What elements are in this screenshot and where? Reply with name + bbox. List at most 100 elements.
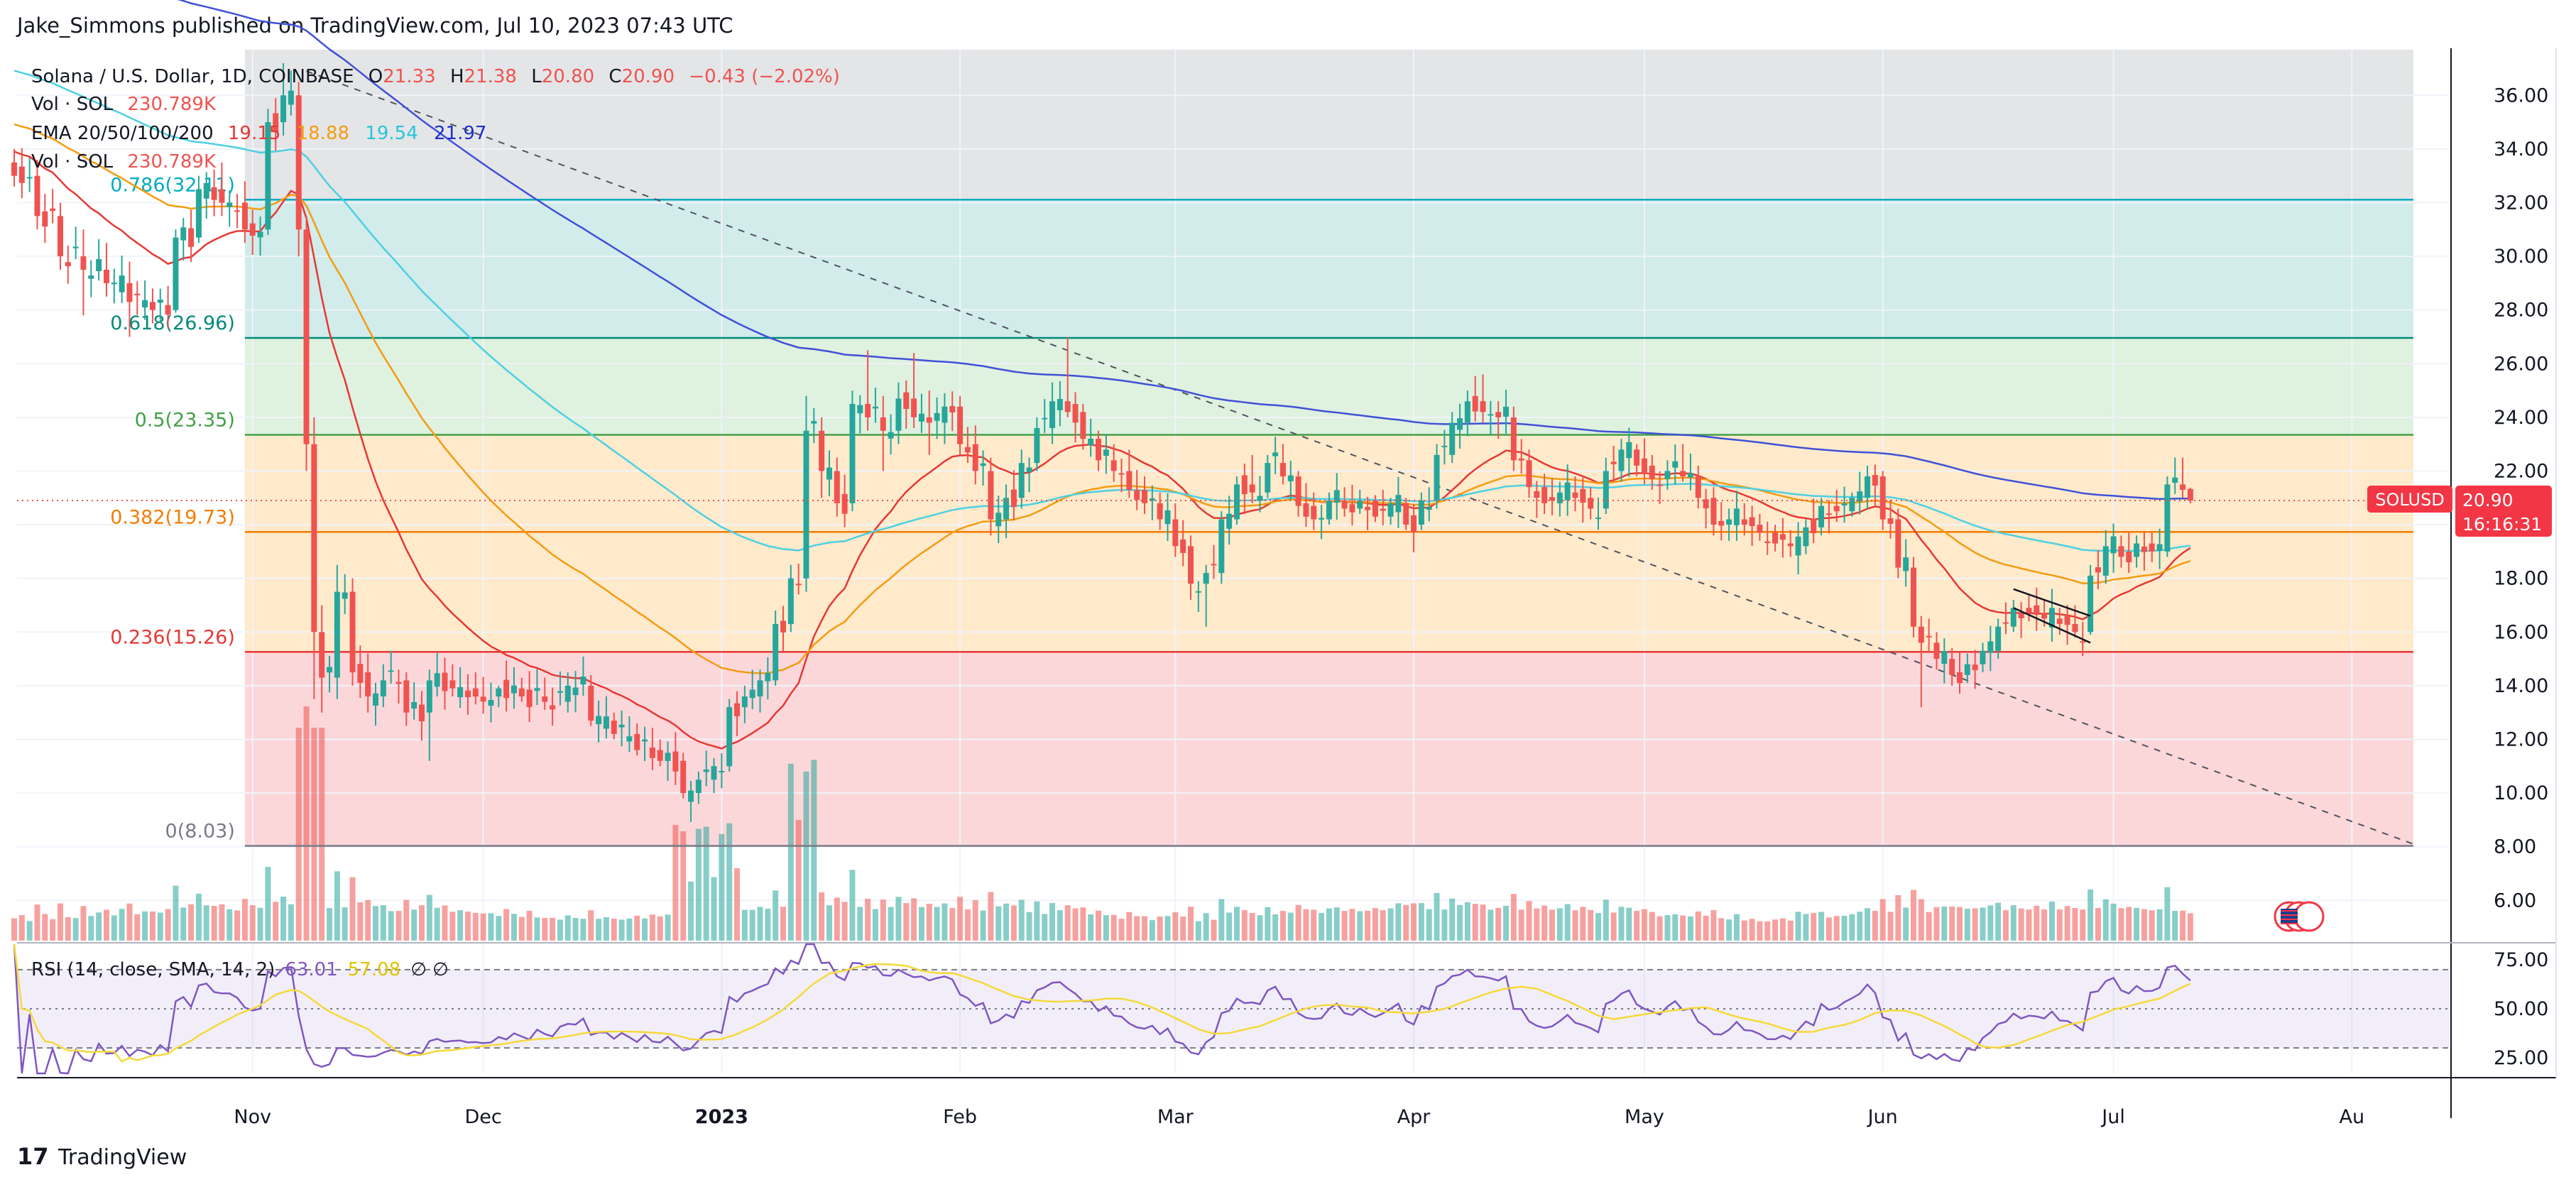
candle [1564, 464, 1571, 516]
volume-bar [995, 906, 1002, 941]
candle [2172, 457, 2178, 494]
candle-body [1833, 505, 1840, 512]
candle-body [1987, 641, 1994, 653]
candle [942, 393, 948, 444]
candle [1387, 498, 1394, 525]
volume-bar [1480, 904, 1486, 941]
volume-bar [711, 877, 717, 941]
candle [319, 605, 325, 713]
volume-bar [426, 895, 432, 941]
candle-body [119, 275, 125, 292]
fib-level-label: 0.5(23.35) [135, 409, 235, 431]
candle-body [1326, 500, 1332, 520]
legend-close-label: C [608, 66, 621, 87]
volume-bar [2056, 909, 2063, 941]
candle [1718, 502, 1725, 541]
price-tick-label: 14.00 [2494, 675, 2548, 697]
candle [327, 655, 333, 693]
candle [649, 728, 655, 770]
candle-body [11, 162, 17, 176]
volume-bar [2102, 899, 2109, 941]
candle-body [173, 237, 179, 310]
volume-bar [1472, 904, 1478, 941]
candle-body [1857, 491, 1863, 502]
candle-body [588, 685, 594, 721]
candle [1733, 490, 1740, 541]
candle-body [1295, 476, 1301, 506]
time-tick-label: 2023 [695, 1106, 748, 1128]
candle [1096, 430, 1102, 471]
volume-bar [327, 907, 333, 941]
candle [726, 699, 733, 772]
candle-body [1142, 489, 1148, 503]
candle [1503, 389, 1510, 434]
legend-low-value: 20.80 [542, 66, 594, 87]
candle [1233, 476, 1240, 525]
candle [964, 427, 971, 464]
candle-body [665, 753, 671, 761]
volume-bar [1626, 907, 1632, 941]
volume-bar [457, 910, 464, 941]
volume-bar [1272, 914, 1279, 941]
time-tick-label: Nov [234, 1106, 271, 1128]
candle-body [2141, 546, 2147, 552]
volume-bar [357, 902, 364, 941]
publisher-caption: Jake_Simmons published on TradingView.co… [16, 13, 733, 38]
candle [1403, 498, 1409, 530]
candle-body [1233, 484, 1240, 520]
candle-body [34, 175, 40, 217]
candle [1457, 403, 1463, 449]
volume-bar [703, 826, 709, 941]
rsi-pane[interactable]: 25.00 50.00 75.00 RSI (14, close, SMA, 14, … [13, 943, 2548, 1075]
candle [1534, 481, 1540, 518]
volume-bar [165, 909, 171, 941]
candle-body [1249, 484, 1255, 493]
candle [2102, 530, 2109, 584]
economic-events-icon[interactable] [2274, 901, 2325, 932]
volume-bar [980, 910, 986, 941]
candle-body [1057, 399, 1063, 410]
flag-stripe [2281, 919, 2298, 920]
candle [1110, 444, 1117, 482]
price-tick-label: 32.00 [2494, 192, 2548, 214]
candle [434, 652, 440, 696]
volume-bar [280, 896, 287, 941]
volume-bar [634, 915, 640, 941]
volume-bar [1211, 919, 1217, 941]
volume-bar [642, 918, 648, 941]
volume-bar [373, 906, 379, 941]
rsi-sma-line [13, 943, 2191, 1063]
candle-body [1372, 500, 1378, 517]
wedge-upper-line [2013, 588, 2091, 617]
price-tag-symbol-box [2367, 486, 2452, 513]
candle [342, 574, 348, 615]
candle [464, 674, 471, 715]
candle [1187, 535, 1194, 600]
candle [365, 653, 371, 713]
candle-body [1687, 473, 1693, 478]
price-tick-label: 16.00 [2494, 621, 2548, 643]
volume-bar [1218, 899, 1225, 941]
candle [1034, 417, 1040, 471]
legend-open-value: 21.33 [383, 66, 435, 87]
volume-bar [1057, 910, 1063, 941]
candle-body [111, 283, 117, 285]
descending-trendline[interactable] [306, 70, 2414, 845]
candle [480, 677, 486, 714]
volume-bar [2087, 889, 2094, 941]
price-tick-label: 12.00 [2494, 728, 2548, 750]
candle-body [895, 398, 902, 431]
candle [1872, 464, 1878, 506]
candle-body [1556, 492, 1563, 503]
candle-body [2095, 567, 2101, 573]
candle-body [1426, 507, 1432, 510]
candle [1203, 564, 1209, 627]
candle-body [26, 177, 33, 179]
candle [680, 753, 687, 799]
candle [618, 710, 625, 747]
candle [518, 677, 525, 702]
candle-body [711, 766, 717, 780]
candle-body [1779, 534, 1786, 540]
volume-bar [1257, 915, 1263, 941]
